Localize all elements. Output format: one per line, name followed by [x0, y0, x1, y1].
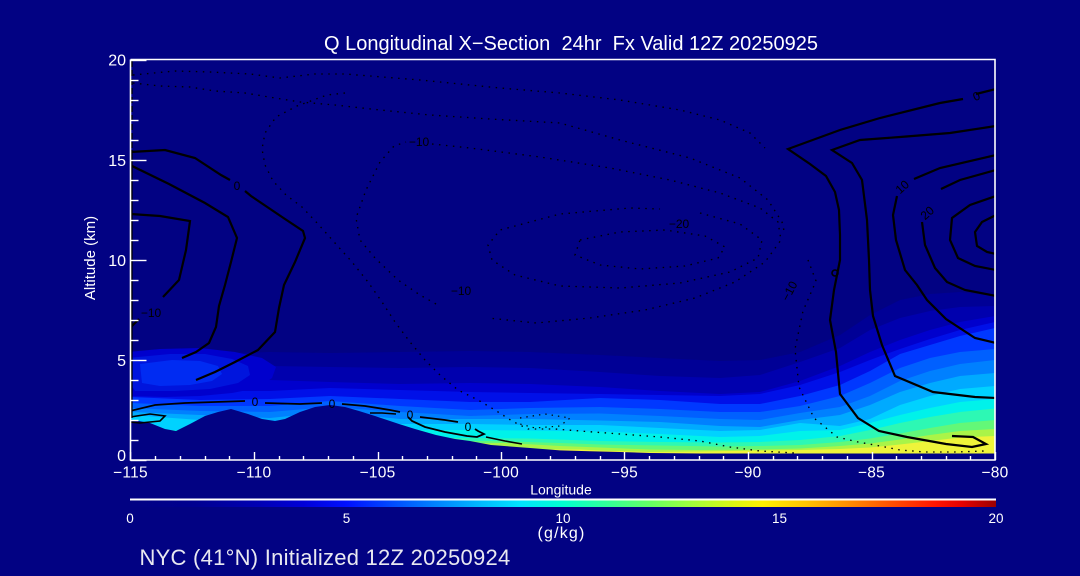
svg-text:−110: −110: [237, 465, 272, 482]
svg-text:0: 0: [252, 395, 259, 409]
svg-text:0: 0: [234, 179, 241, 193]
svg-text:0: 0: [407, 408, 414, 422]
svg-text:−115: −115: [113, 465, 148, 482]
svg-text:−10: −10: [409, 135, 430, 149]
svg-text:NYC (41°N) Initialized 12Z 202: NYC (41°N) Initialized 12Z 20250924: [140, 545, 511, 570]
svg-text:−95: −95: [611, 465, 638, 482]
svg-text:−10: −10: [451, 284, 472, 298]
svg-text:5: 5: [343, 511, 351, 526]
svg-text:20: 20: [988, 511, 1003, 526]
svg-text:0: 0: [117, 448, 126, 465]
svg-text:10: 10: [555, 511, 570, 526]
svg-text:−85: −85: [858, 465, 885, 482]
svg-text:−10: −10: [141, 306, 162, 320]
svg-text:0: 0: [126, 511, 134, 526]
svg-text:−100: −100: [483, 465, 519, 482]
svg-text:20: 20: [108, 53, 126, 70]
svg-text:−90: −90: [734, 465, 761, 482]
svg-text:(g/kg): (g/kg): [537, 525, 585, 542]
svg-text:15: 15: [772, 511, 787, 526]
svg-text:−80: −80: [981, 465, 1008, 482]
svg-text:Altitude (km): Altitude (km): [82, 216, 99, 300]
svg-text:0: 0: [465, 420, 472, 434]
svg-text:24hr Fx Valid 12Z 20250925: 24hr Fx Valid 12Z 20250925: [562, 33, 818, 55]
svg-text:Longitude: Longitude: [530, 482, 592, 498]
svg-text:5: 5: [117, 353, 126, 370]
svg-text:15: 15: [108, 153, 126, 170]
svg-text:−105: −105: [359, 465, 395, 482]
svg-text:−20: −20: [669, 217, 690, 231]
svg-text:Q Longitudinal X−Section: Q Longitudinal X−Section: [324, 33, 550, 55]
svg-text:0: 0: [329, 397, 336, 411]
svg-text:0: 0: [971, 88, 983, 104]
svg-text:10: 10: [108, 253, 126, 270]
